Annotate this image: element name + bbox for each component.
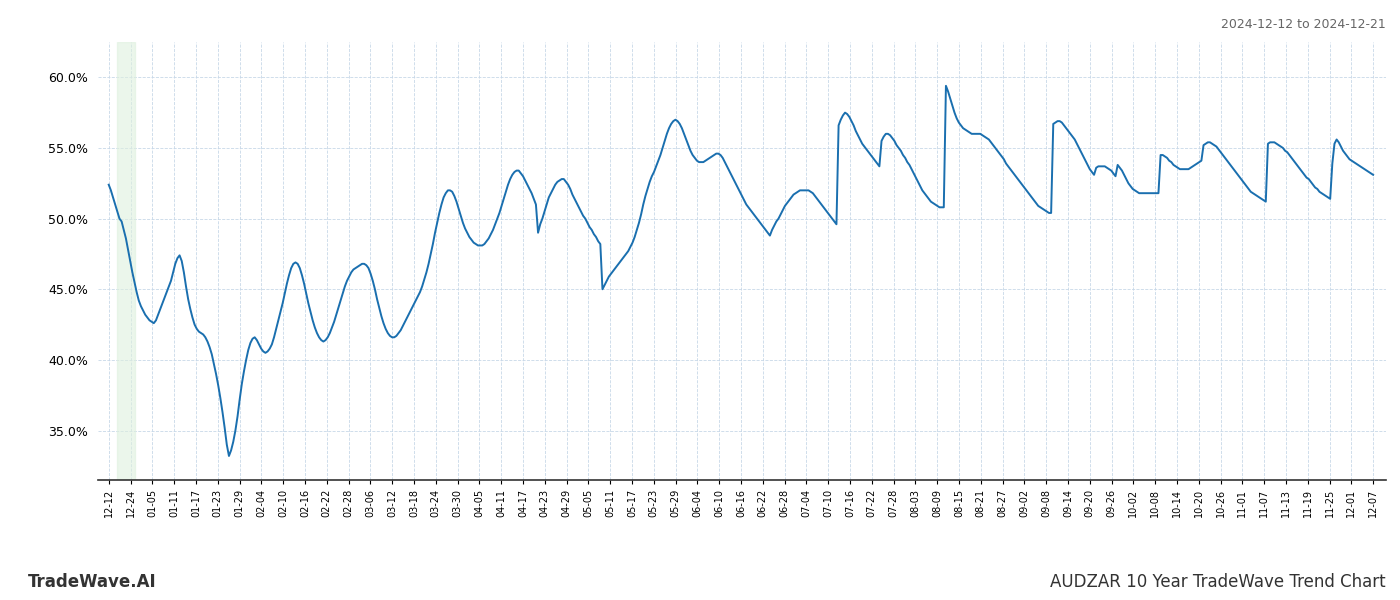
Text: TradeWave.AI: TradeWave.AI [28, 573, 157, 591]
Bar [118, 42, 134, 480]
Text: AUDZAR 10 Year TradeWave Trend Chart: AUDZAR 10 Year TradeWave Trend Chart [1050, 573, 1386, 591]
Text: 2024-12-12 to 2024-12-21: 2024-12-12 to 2024-12-21 [1221, 18, 1386, 31]
